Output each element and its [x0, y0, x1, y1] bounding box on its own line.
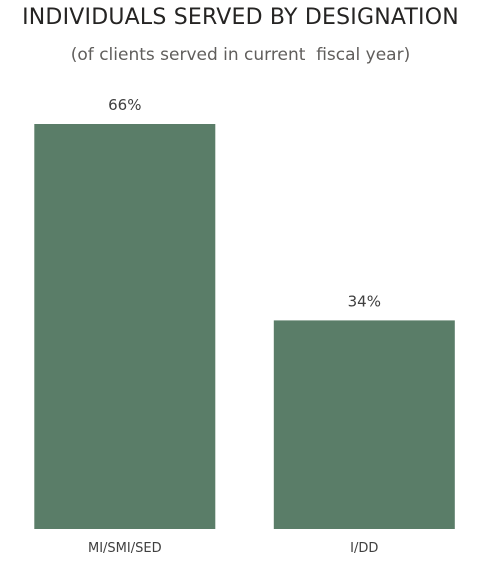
- data-label-group: 66% 34%: [108, 96, 381, 310]
- category-label-group: MI/SMI/SED I/DD: [88, 541, 378, 556]
- chart-subtitle: (of clients served in current fiscal yea…: [70, 45, 411, 65]
- data-label: 66%: [108, 96, 141, 114]
- bar-group: [34, 124, 455, 529]
- category-label: MI/SMI/SED: [88, 541, 162, 556]
- category-label: I/DD: [350, 541, 378, 556]
- data-label: 34%: [348, 292, 381, 310]
- chart-title: INDIVIDUALS SERVED BY DESIGNATION: [22, 5, 459, 30]
- bar-i-dd[interactable]: [273, 320, 455, 529]
- bar-mi-smi-sed[interactable]: [34, 124, 216, 529]
